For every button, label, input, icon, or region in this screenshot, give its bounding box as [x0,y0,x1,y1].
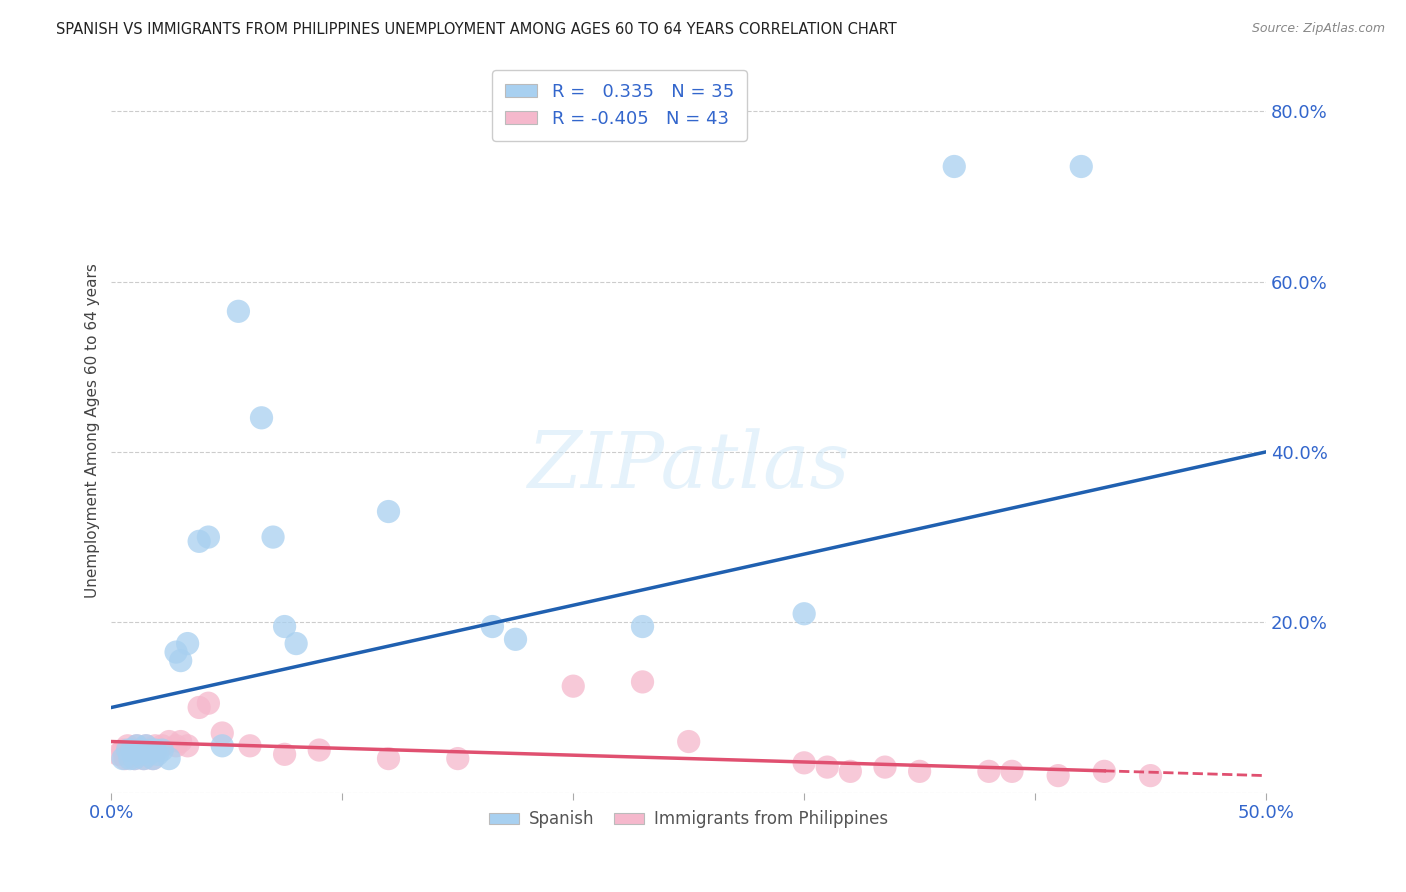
Point [111,751,134,765]
Point [839,764,862,779]
Point [678,734,700,748]
Point [250,410,273,425]
Point [150,743,173,757]
Point [239,739,262,753]
Y-axis label: Unemployment Among Ages 60 to 64 years: Unemployment Among Ages 60 to 64 years [86,263,100,598]
Point [117,743,139,757]
Point [131,743,153,757]
Point [146,743,169,757]
Point [124,751,146,765]
Point [273,619,295,633]
Point [815,760,838,774]
Point [170,734,193,748]
Point [562,679,585,693]
Point [138,747,160,762]
Point [1092,764,1115,779]
Point [377,504,399,518]
Point [131,743,153,757]
Point [125,739,148,753]
Point [481,619,503,633]
Point [142,751,165,765]
Point [118,747,141,762]
Point [143,739,166,753]
Point [132,751,155,765]
Point [1070,160,1092,174]
Point [197,696,219,710]
Point [908,764,931,779]
Point [377,751,399,765]
Point [118,751,141,765]
Point [793,756,815,770]
Point [107,747,129,762]
Point [146,747,169,762]
Point [447,751,470,765]
Point [197,530,219,544]
Point [505,632,527,647]
Point [135,739,157,753]
Point [117,739,139,753]
Point [124,751,146,765]
Text: SPANISH VS IMMIGRANTS FROM PHILIPPINES UNEMPLOYMENT AMONG AGES 60 TO 64 YEARS CO: SPANISH VS IMMIGRANTS FROM PHILIPPINES U… [56,22,897,37]
Point [132,751,155,765]
Point [121,743,143,757]
Point [228,304,250,318]
Point [138,747,160,762]
Point [188,534,211,549]
Point [135,739,157,753]
Point [631,619,654,633]
Point [285,636,308,650]
Point [1047,769,1070,783]
Point [150,739,173,753]
Point [176,739,198,753]
Point [793,607,815,621]
Point [139,743,162,757]
Point [873,760,896,774]
Point [943,160,966,174]
Point [111,743,134,757]
Point [157,734,180,748]
Point [308,743,330,757]
Point [273,747,295,762]
Point [121,743,143,757]
Point [170,654,193,668]
Point [176,636,198,650]
Point [977,764,1000,779]
Text: ZIPatlas: ZIPatlas [527,429,849,505]
Point [188,700,211,714]
Point [142,751,165,765]
Point [1139,769,1161,783]
Text: Source: ZipAtlas.com: Source: ZipAtlas.com [1251,22,1385,36]
Point [157,751,180,765]
Point [165,645,187,659]
Point [128,747,150,762]
Point [1001,764,1024,779]
Point [211,726,233,740]
Point [139,743,162,757]
Point [128,747,150,762]
Point [143,743,166,757]
Point [125,739,148,753]
Point [631,674,654,689]
Point [211,739,233,753]
Point [114,751,136,765]
Point [165,739,187,753]
Legend: Spanish, Immigrants from Philippines: Spanish, Immigrants from Philippines [482,804,896,835]
Point [262,530,284,544]
